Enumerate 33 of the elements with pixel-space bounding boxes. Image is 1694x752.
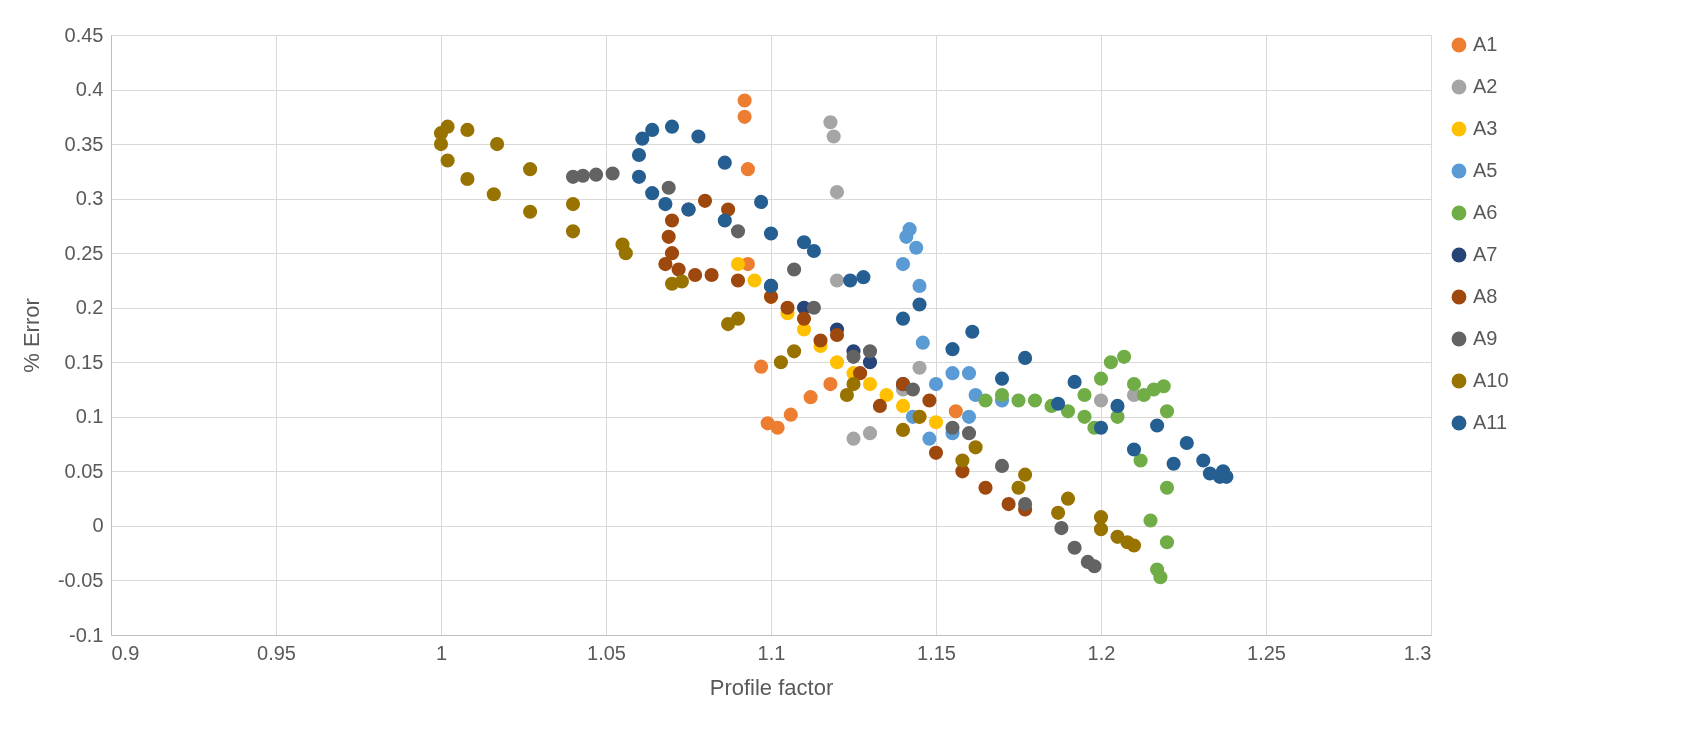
y-tick-label: 0.35 (64, 132, 104, 155)
x-axis-title: Profile factor (709, 674, 834, 700)
x-tick-label: 1.1 (757, 641, 786, 664)
x-tick-label: 1.05 (587, 641, 626, 664)
legend-label: A3 (1473, 117, 1498, 139)
y-tick-label: -0.1 (69, 623, 104, 646)
y-tick-label: -0.05 (57, 568, 104, 591)
legend-label: A8 (1473, 285, 1498, 307)
x-tick-label: 1.25 (1247, 641, 1286, 664)
legend-label: A1 (1473, 33, 1498, 55)
x-tick-label: 1.15 (917, 641, 956, 664)
legend-label: A11 (1473, 411, 1508, 433)
legend-label: A6 (1473, 201, 1498, 223)
x-tick-label: 0.95 (257, 641, 296, 664)
y-tick-label: 0.45 (64, 23, 104, 46)
y-tick-label: 0 (92, 514, 104, 537)
x-tick-label: 1.3 (1403, 641, 1432, 664)
y-tick-label: 0.3 (75, 187, 104, 210)
legend-label: A5 (1473, 159, 1498, 181)
y-tick-label: 0.15 (64, 350, 104, 373)
y-axis-title: % Error (18, 298, 44, 373)
legend-label: A2 (1473, 75, 1498, 97)
legend-label: A7 (1473, 243, 1498, 265)
y-tick-label: 0.25 (64, 241, 104, 264)
y-tick-label: 0.4 (75, 78, 104, 101)
legend-label: A10 (1473, 369, 1509, 391)
y-tick-label: 0.2 (75, 296, 104, 319)
legend-label: A9 (1473, 327, 1498, 349)
x-tick-label: 1 (435, 641, 448, 664)
y-tick-label: 0.1 (75, 405, 104, 428)
x-tick-label: 1.2 (1087, 641, 1116, 664)
y-tick-label: 0.05 (64, 459, 104, 482)
x-tick-label: 0.9 (111, 641, 140, 664)
